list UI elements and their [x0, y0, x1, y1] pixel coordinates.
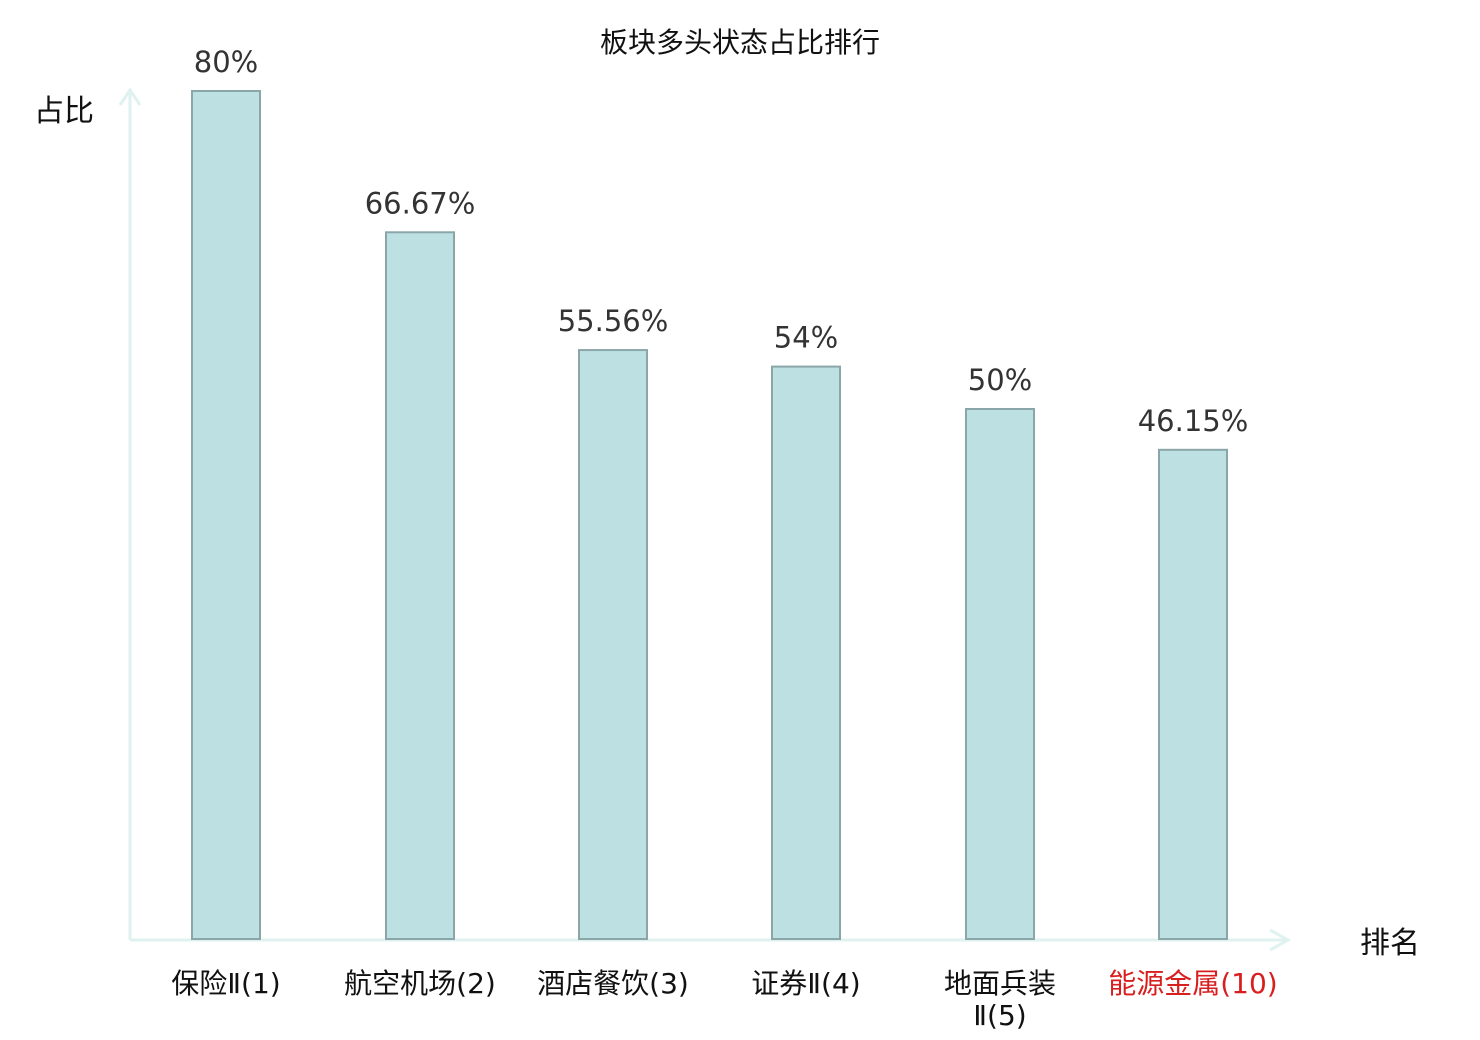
- y-axis: [118, 87, 142, 940]
- category-label-3: 酒店餐饮(3): [537, 967, 689, 1000]
- category-label-1: 保险Ⅱ(1): [171, 967, 280, 1000]
- value-label-5: 50%: [968, 363, 1032, 397]
- bar-2: [385, 231, 455, 941]
- value-label-1: 80%: [194, 45, 258, 79]
- category-label-4: 证券Ⅱ(4): [751, 967, 860, 1000]
- bar-5: [965, 408, 1035, 940]
- value-label-6: 46.15%: [1138, 404, 1249, 438]
- value-label-3: 55.56%: [558, 304, 669, 338]
- category-labels: 保险Ⅱ(1) 航空机场(2) 酒店餐饮(3) 证券Ⅱ(4) 地面兵装 Ⅱ(5) 能源金属(1…: [171, 967, 1277, 1032]
- chart-title: 板块多头状态占比排行: [600, 26, 880, 59]
- category-label-6: 能源金属(10): [1108, 967, 1277, 1000]
- x-axis: [130, 928, 1292, 952]
- value-label-4: 54%: [774, 321, 838, 355]
- bar-4: [771, 365, 841, 941]
- x-axis-label: 排名: [1360, 926, 1420, 961]
- category-label-2: 航空机场(2): [344, 967, 496, 1000]
- x-axis-arrow: [1269, 928, 1292, 952]
- value-labels: 80% 66.67% 55.56% 54% 50% 46.15%: [194, 45, 1249, 438]
- y-axis-arrow: [118, 87, 142, 106]
- bar-3: [578, 349, 648, 940]
- category-label-5: 地面兵装 Ⅱ(5): [944, 967, 1056, 1032]
- y-axis-label: 占比: [34, 94, 94, 129]
- bars: [191, 90, 1228, 941]
- bar-1: [191, 90, 261, 940]
- bar-6: [1158, 448, 1228, 940]
- value-label-2: 66.67%: [365, 186, 476, 220]
